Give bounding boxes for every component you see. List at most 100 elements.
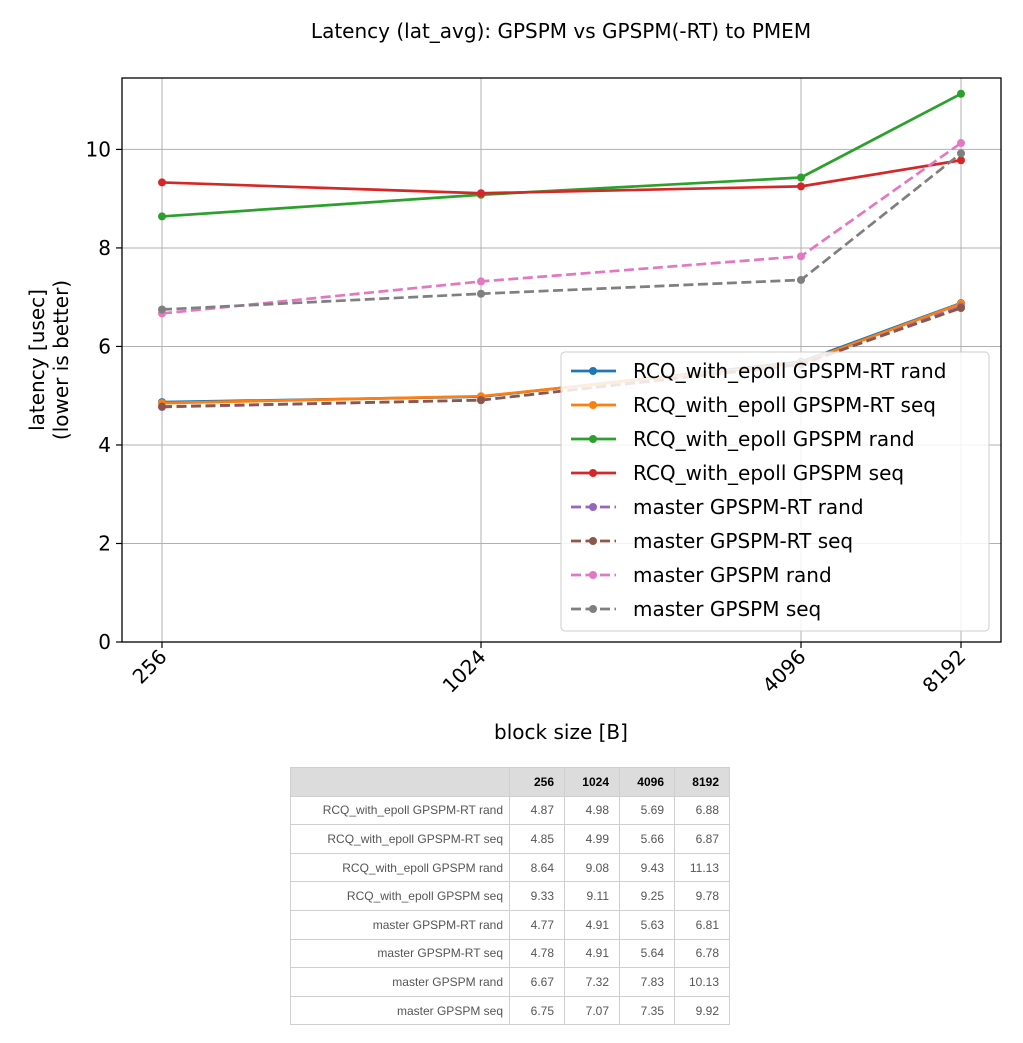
x-tick-label: 256	[128, 645, 172, 689]
table-cell: 4.99	[564, 824, 620, 854]
legend-label: master GPSPM rand	[633, 563, 832, 587]
legend-marker	[589, 435, 597, 443]
table-cell: 6.78	[674, 938, 730, 969]
data-point	[477, 396, 485, 405]
data-point	[158, 402, 166, 411]
legend-label: RCQ_with_epoll GPSPM-RT seq	[633, 393, 936, 417]
table-cell: 4.98	[564, 795, 620, 826]
table-cell: 7.07	[564, 995, 620, 1026]
legend-marker	[589, 571, 597, 579]
data-point	[797, 252, 805, 261]
y-tick-label: 6	[98, 334, 111, 358]
legend-marker	[589, 605, 597, 613]
table-row: master GPSPM-RT seq 4.78 4.91 5.64 6.78	[290, 938, 730, 969]
x-tick-label: 4096	[758, 645, 811, 698]
chart-title: Latency (lat_avg): GPSPM vs GPSPM(-RT) t…	[311, 19, 811, 43]
data-point	[957, 304, 965, 313]
table-row-label: RCQ_with_epoll GPSPM seq	[290, 881, 510, 911]
series-line	[161, 92, 962, 218]
series-line	[161, 152, 962, 311]
table-header-cell: 1024	[564, 767, 620, 797]
data-point	[957, 149, 965, 158]
table-cell: 9.33	[509, 881, 565, 911]
table-row-label: RCQ_with_epoll GPSPM rand	[290, 852, 510, 883]
table-row: RCQ_with_epoll GPSPM seq 9.33 9.11 9.25 9.78	[290, 881, 730, 911]
table-cell: 4.85	[509, 824, 565, 854]
table-cell: 9.08	[564, 852, 620, 883]
table-header-cell: 4096	[619, 767, 675, 797]
data-point	[477, 289, 485, 298]
series-line	[161, 141, 962, 315]
table-cell: 7.35	[619, 995, 675, 1026]
table-cell: 5.63	[619, 909, 675, 940]
table-cell: 6.88	[674, 795, 730, 826]
table-row: master GPSPM seq 6.75 7.07 7.35 9.92	[290, 995, 730, 1026]
y-axis-label-line1: latency [usec]	[25, 289, 49, 431]
table-row-label: master GPSPM-RT rand	[290, 909, 510, 940]
table-cell: 10.13	[674, 967, 730, 997]
table-cell: 8.64	[509, 852, 565, 883]
table-row-label: master GPSPM-RT seq	[290, 938, 510, 969]
table-corner-cell	[290, 767, 510, 797]
table-cell: 6.87	[674, 824, 730, 854]
series-line	[161, 158, 962, 195]
data-point	[158, 305, 166, 314]
table-header-row: 256 1024 4096 8192	[290, 767, 730, 797]
legend-marker	[589, 469, 597, 477]
table-cell: 9.11	[564, 881, 620, 911]
table-row-label: RCQ_with_epoll GPSPM-RT rand	[290, 795, 510, 826]
table-row-label: master GPSPM rand	[290, 967, 510, 997]
table-cell: 6.67	[509, 967, 565, 997]
data-point	[477, 277, 485, 286]
y-tick-label: 4	[98, 433, 111, 457]
data-point	[957, 139, 965, 148]
table-row: RCQ_with_epoll GPSPM rand 8.64 9.08 9.43 11.…	[290, 852, 730, 883]
x-axis-label: block size [B]	[494, 720, 628, 744]
data-point	[957, 156, 965, 165]
y-tick-label: 2	[98, 531, 111, 555]
legend-marker	[589, 503, 597, 511]
data-point	[797, 173, 805, 182]
table-cell: 5.64	[619, 938, 675, 969]
table-cell: 9.92	[674, 995, 730, 1026]
table-cell: 4.87	[509, 795, 565, 826]
data-point	[797, 275, 805, 284]
table-cell: 4.77	[509, 909, 565, 940]
table-cell: 6.81	[674, 909, 730, 940]
table-cell: 11.13	[674, 852, 730, 883]
y-tick-label: 0	[98, 630, 111, 654]
table-row: RCQ_with_epoll GPSPM-RT seq 4.85 4.99 5.66 6…	[290, 824, 730, 854]
table-header-cell: 256	[509, 767, 565, 797]
legend-label: RCQ_with_epoll GPSPM-RT rand	[633, 359, 946, 383]
data-point	[158, 178, 166, 187]
legend-marker	[589, 401, 597, 409]
legend-marker	[589, 367, 597, 375]
plot-frame	[121, 77, 1002, 643]
latency-chart: Latency (lat_avg): GPSPM vs GPSPM(-RT) t…	[25, 19, 1002, 744]
data-table: 256 1024 4096 8192 RCQ_with_epoll GPSPM-…	[290, 767, 730, 1026]
table-cell: 9.25	[619, 881, 675, 911]
y-tick-label: 10	[86, 137, 111, 161]
table-cell: 4.91	[564, 909, 620, 940]
y-axis-label-line2: (lower is better)	[49, 280, 73, 440]
table-row: RCQ_with_epoll GPSPM-RT rand 4.87 4.98 5.69…	[290, 795, 730, 826]
table-header-cell: 8192	[674, 767, 730, 797]
table-row-label: master GPSPM seq	[290, 995, 510, 1026]
legend-label: RCQ_with_epoll GPSPM rand	[633, 427, 915, 451]
table-cell: 7.32	[564, 967, 620, 997]
legend-marker	[589, 537, 597, 545]
legend-label: master GPSPM seq	[633, 597, 821, 621]
table-row: master GPSPM rand 6.67 7.32 7.83 10.13	[290, 967, 730, 997]
x-tick-label: 1024	[438, 645, 491, 698]
table-cell: 7.83	[619, 967, 675, 997]
table-cell: 5.69	[619, 795, 675, 826]
table-cell: 9.43	[619, 852, 675, 883]
table-cell: 6.75	[509, 995, 565, 1026]
legend-label: master GPSPM-RT seq	[633, 529, 853, 553]
data-point	[797, 182, 805, 191]
table-cell: 9.78	[674, 881, 730, 911]
table-cell: 4.91	[564, 938, 620, 969]
y-tick-label: 8	[98, 236, 111, 260]
data-point	[477, 189, 485, 198]
legend-label: RCQ_with_epoll GPSPM seq	[633, 461, 904, 485]
